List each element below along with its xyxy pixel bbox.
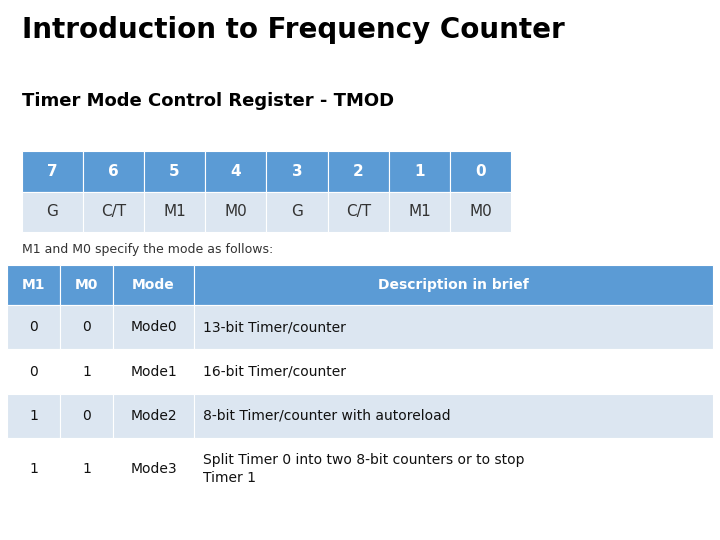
FancyBboxPatch shape [113, 265, 194, 305]
Text: M1: M1 [163, 205, 186, 219]
Text: M1: M1 [22, 278, 45, 292]
Text: G: G [46, 205, 58, 219]
Text: 16-bit Timer/counter: 16-bit Timer/counter [203, 364, 346, 379]
Text: Description in brief: Description in brief [378, 278, 529, 292]
Text: C/T: C/T [346, 205, 371, 219]
Text: 5: 5 [169, 164, 180, 179]
Text: 2: 2 [353, 164, 364, 179]
FancyBboxPatch shape [113, 394, 194, 438]
FancyBboxPatch shape [450, 192, 511, 232]
FancyBboxPatch shape [194, 305, 713, 349]
FancyBboxPatch shape [7, 305, 60, 349]
FancyBboxPatch shape [194, 265, 713, 305]
Text: Mode2: Mode2 [130, 409, 177, 423]
FancyBboxPatch shape [83, 151, 144, 192]
Text: 8-bit Timer/counter with autoreload: 8-bit Timer/counter with autoreload [203, 409, 451, 423]
FancyBboxPatch shape [389, 151, 450, 192]
FancyBboxPatch shape [194, 349, 713, 394]
FancyBboxPatch shape [60, 438, 113, 500]
Text: 13-bit Timer/counter: 13-bit Timer/counter [203, 320, 346, 334]
Text: 6: 6 [108, 164, 119, 179]
FancyBboxPatch shape [113, 305, 194, 349]
Text: 3: 3 [292, 164, 302, 179]
FancyBboxPatch shape [60, 305, 113, 349]
Text: Split Timer 0 into two 8-bit counters or to stop
Timer 1: Split Timer 0 into two 8-bit counters or… [203, 453, 524, 485]
Text: 1: 1 [30, 409, 38, 423]
FancyBboxPatch shape [205, 151, 266, 192]
FancyBboxPatch shape [328, 151, 389, 192]
Text: 1: 1 [82, 364, 91, 379]
FancyBboxPatch shape [328, 192, 389, 232]
FancyBboxPatch shape [194, 394, 713, 438]
FancyBboxPatch shape [7, 265, 60, 305]
FancyBboxPatch shape [450, 151, 511, 192]
Text: 0: 0 [475, 164, 486, 179]
Text: M0: M0 [75, 278, 98, 292]
Text: 0: 0 [82, 409, 91, 423]
FancyBboxPatch shape [144, 192, 205, 232]
FancyBboxPatch shape [22, 151, 83, 192]
Text: M1 and M0 specify the mode as follows:: M1 and M0 specify the mode as follows: [22, 243, 273, 256]
Text: M1: M1 [408, 205, 431, 219]
FancyBboxPatch shape [60, 394, 113, 438]
FancyBboxPatch shape [113, 438, 194, 500]
Text: 1: 1 [30, 462, 38, 476]
Text: M0: M0 [225, 205, 247, 219]
Text: Mode: Mode [132, 278, 175, 292]
Text: 0: 0 [30, 320, 38, 334]
Text: 1: 1 [82, 462, 91, 476]
FancyBboxPatch shape [7, 438, 60, 500]
FancyBboxPatch shape [205, 192, 266, 232]
FancyBboxPatch shape [7, 394, 60, 438]
Text: 1: 1 [414, 164, 425, 179]
FancyBboxPatch shape [266, 151, 328, 192]
FancyBboxPatch shape [60, 265, 113, 305]
FancyBboxPatch shape [22, 192, 83, 232]
FancyBboxPatch shape [144, 151, 205, 192]
FancyBboxPatch shape [389, 192, 450, 232]
FancyBboxPatch shape [60, 349, 113, 394]
Text: G: G [291, 205, 303, 219]
Text: Mode0: Mode0 [130, 320, 177, 334]
Text: Mode3: Mode3 [130, 462, 177, 476]
Text: M0: M0 [469, 205, 492, 219]
FancyBboxPatch shape [83, 192, 144, 232]
FancyBboxPatch shape [7, 349, 60, 394]
Text: 4: 4 [230, 164, 241, 179]
Text: Mode1: Mode1 [130, 364, 177, 379]
Text: 0: 0 [82, 320, 91, 334]
Text: Timer Mode Control Register - TMOD: Timer Mode Control Register - TMOD [22, 92, 394, 110]
Text: C/T: C/T [101, 205, 126, 219]
Text: Introduction to Frequency Counter: Introduction to Frequency Counter [22, 16, 564, 44]
FancyBboxPatch shape [113, 349, 194, 394]
Text: 0: 0 [30, 364, 38, 379]
FancyBboxPatch shape [194, 438, 713, 500]
Text: 7: 7 [47, 164, 58, 179]
FancyBboxPatch shape [266, 192, 328, 232]
